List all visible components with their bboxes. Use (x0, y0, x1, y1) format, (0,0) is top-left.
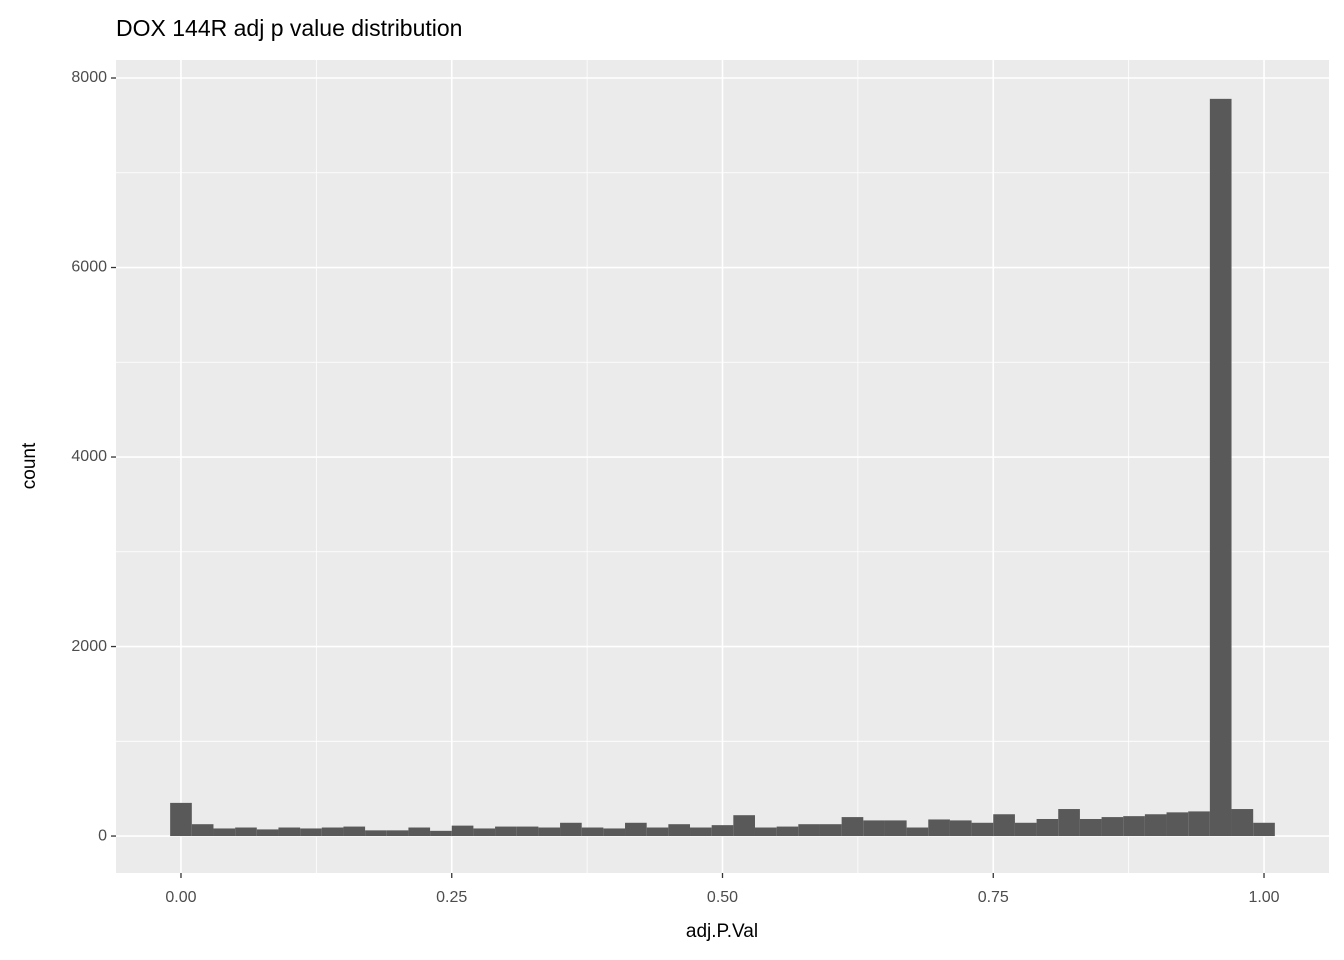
bar (1231, 809, 1254, 837)
bar (191, 824, 214, 837)
bar (300, 828, 322, 837)
bar (1101, 817, 1124, 837)
bar (711, 825, 734, 837)
bar (863, 820, 885, 837)
bar (798, 824, 820, 837)
x-axis-title: adj.P.Val (686, 921, 758, 942)
bar (495, 826, 517, 837)
bar (451, 825, 474, 837)
bar (560, 822, 582, 837)
x-tick-label: 1.00 (1248, 889, 1279, 906)
bar (321, 827, 344, 837)
bar (170, 802, 192, 837)
bar (1036, 818, 1059, 837)
x-tick-label: 0.50 (707, 889, 738, 906)
bar (949, 820, 972, 837)
bar (581, 827, 604, 837)
bar (603, 828, 626, 837)
x-tick-label: 0.00 (165, 889, 196, 906)
bar (235, 827, 257, 837)
bar (906, 827, 929, 837)
bar (754, 827, 777, 837)
bar (1253, 822, 1275, 837)
chart-title: DOX 144R adj p value distribution (116, 15, 462, 41)
bar (538, 827, 561, 837)
bar (278, 827, 301, 837)
bar (213, 828, 236, 837)
bar (1144, 814, 1167, 837)
y-tick-label: 6000 (71, 259, 107, 276)
y-axis-title: count (19, 442, 40, 489)
bar (1209, 98, 1232, 837)
bar (776, 826, 799, 837)
bar (516, 826, 539, 837)
bar (625, 822, 647, 837)
bar (343, 826, 366, 837)
bar (928, 819, 950, 837)
x-tick-label: 0.25 (436, 889, 467, 906)
bar (819, 824, 842, 837)
bar (1166, 812, 1189, 837)
y-tick-label: 8000 (71, 69, 107, 86)
y-tick-label: 0 (98, 827, 107, 844)
bar (1123, 816, 1145, 837)
bar (1079, 818, 1102, 837)
bar (733, 815, 755, 837)
bar (971, 822, 994, 837)
bar (256, 829, 279, 837)
bar (993, 814, 1015, 837)
bar (1188, 811, 1210, 837)
bar (884, 820, 907, 837)
bar (1014, 822, 1037, 837)
y-tick-label: 4000 (71, 448, 107, 465)
bar (668, 824, 691, 837)
bar (408, 827, 431, 837)
y-tick-label: 2000 (71, 638, 107, 655)
bar (430, 830, 452, 837)
x-tick-label: 0.75 (978, 889, 1009, 906)
bar (646, 827, 669, 837)
bar (841, 817, 864, 837)
bars (170, 98, 1275, 837)
bar (690, 827, 712, 837)
bar (386, 830, 409, 837)
bar (1058, 809, 1080, 837)
bar (365, 830, 387, 837)
bar (473, 828, 496, 837)
